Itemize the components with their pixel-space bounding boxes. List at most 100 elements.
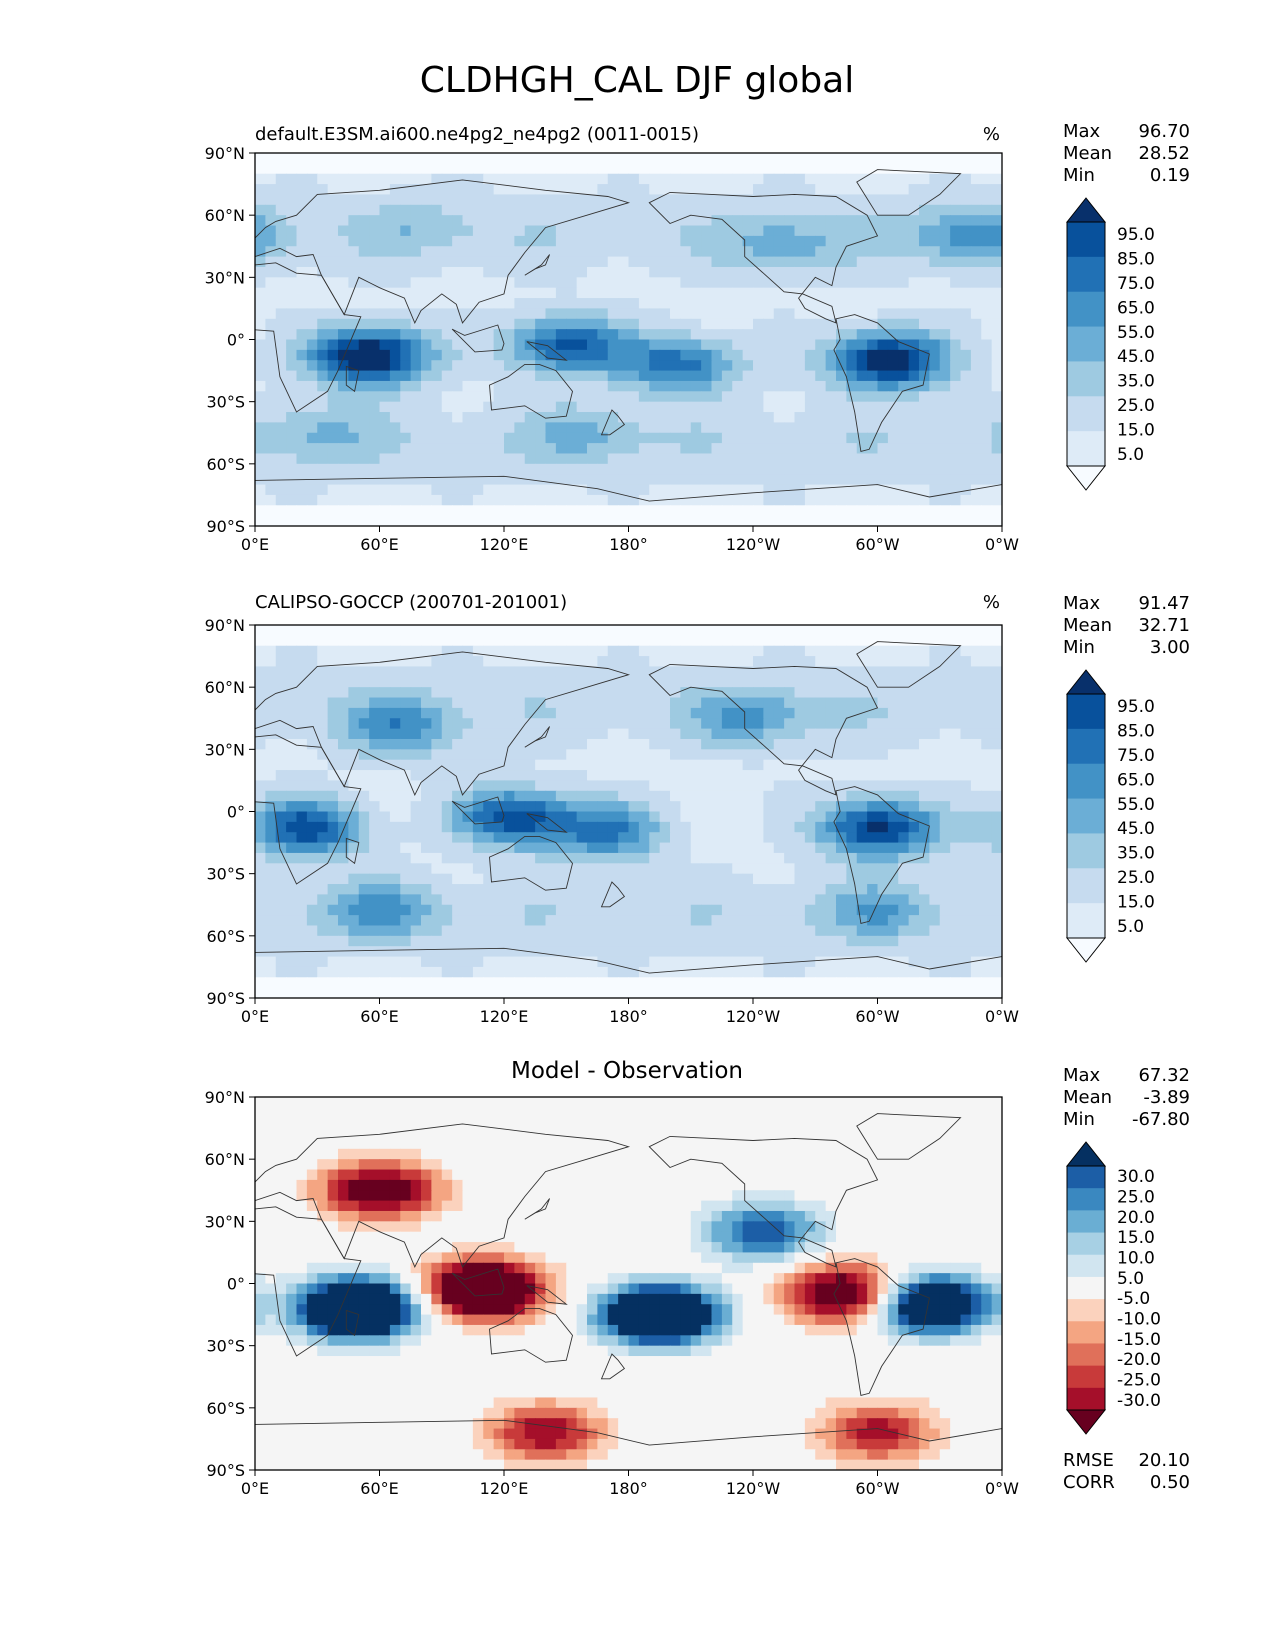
field-cell bbox=[618, 656, 630, 668]
field-cell bbox=[587, 277, 598, 289]
field-cell bbox=[462, 625, 474, 636]
colorbar-model: 95.085.075.065.055.045.035.025.015.05.0 bbox=[1065, 197, 1155, 491]
field-cell bbox=[317, 821, 329, 833]
field-cell bbox=[939, 298, 951, 310]
field-cell bbox=[597, 697, 609, 709]
field-cell bbox=[389, 349, 401, 361]
field-cell bbox=[711, 515, 723, 526]
field-cell bbox=[836, 463, 847, 475]
field-cell bbox=[317, 401, 329, 413]
field-cell bbox=[638, 935, 650, 947]
field-cell bbox=[607, 401, 619, 413]
field-cell bbox=[649, 925, 661, 937]
field-cell bbox=[431, 453, 443, 465]
field-cell bbox=[472, 656, 484, 668]
field-cell bbox=[836, 635, 847, 647]
field-cell bbox=[410, 360, 422, 372]
field-cell bbox=[400, 256, 412, 268]
field-cell bbox=[587, 842, 598, 854]
field-cell bbox=[327, 432, 339, 444]
field-cell bbox=[618, 256, 630, 268]
field-cell bbox=[680, 412, 692, 423]
field-cell bbox=[327, 625, 339, 636]
field-cell bbox=[327, 194, 339, 206]
field-cell bbox=[701, 863, 713, 875]
field-cell bbox=[597, 515, 609, 526]
field-cell bbox=[327, 956, 339, 968]
field-cell bbox=[369, 246, 381, 258]
field-cell bbox=[804, 184, 816, 196]
field-cell bbox=[960, 687, 972, 699]
field-cell bbox=[618, 163, 630, 175]
field-cell bbox=[659, 707, 671, 719]
field-cell bbox=[732, 935, 744, 947]
field-cell bbox=[421, 811, 432, 823]
field-cell bbox=[275, 821, 287, 833]
field-cell bbox=[566, 484, 578, 496]
field-cell bbox=[721, 505, 733, 517]
field-cell bbox=[877, 422, 889, 434]
field-cell bbox=[587, 863, 598, 875]
field-cell bbox=[493, 153, 505, 164]
field-cell bbox=[846, 443, 858, 455]
field-cell bbox=[431, 318, 443, 330]
field-cell bbox=[358, 432, 370, 444]
field-cell bbox=[389, 329, 401, 341]
field-cell bbox=[607, 204, 619, 216]
field-cell bbox=[514, 443, 526, 455]
field-cell bbox=[690, 412, 702, 423]
field-cell bbox=[815, 832, 827, 844]
field-cell bbox=[483, 194, 495, 206]
field-cell bbox=[348, 308, 360, 320]
field-cell bbox=[991, 697, 1002, 709]
field-cell bbox=[265, 873, 277, 885]
field-cell bbox=[908, 925, 920, 937]
field-cell bbox=[753, 832, 764, 844]
field-cell bbox=[379, 287, 391, 299]
field-cell bbox=[275, 287, 287, 299]
field-cell bbox=[701, 821, 713, 833]
field-cell bbox=[732, 380, 744, 392]
field-cell bbox=[711, 687, 723, 699]
field-cell bbox=[773, 194, 785, 206]
field-cell bbox=[597, 790, 609, 802]
field-cell bbox=[545, 935, 557, 947]
field-cell bbox=[919, 852, 930, 864]
field-cell bbox=[576, 360, 588, 372]
field-cell bbox=[400, 956, 412, 968]
field-cell bbox=[504, 256, 515, 268]
field-cell bbox=[275, 422, 287, 434]
field-cell bbox=[991, 770, 1002, 782]
field-cell bbox=[587, 811, 598, 823]
field-cell bbox=[317, 308, 329, 320]
field-cell bbox=[753, 339, 764, 351]
field-cell bbox=[659, 925, 671, 937]
field-cell bbox=[493, 852, 505, 864]
field-cell bbox=[369, 770, 381, 782]
field-cell bbox=[358, 318, 370, 330]
field-cell bbox=[628, 380, 640, 392]
field-cell bbox=[680, 832, 692, 844]
field-cell bbox=[970, 163, 982, 175]
field-cell bbox=[400, 266, 412, 278]
field-cell bbox=[327, 412, 339, 423]
field-cell bbox=[296, 163, 308, 175]
field-cell bbox=[504, 318, 515, 330]
field-cell bbox=[452, 277, 464, 289]
field-cell bbox=[742, 225, 754, 237]
field-cell bbox=[618, 697, 630, 709]
field-cell bbox=[721, 656, 733, 668]
field-cell bbox=[991, 453, 1002, 465]
field-cell bbox=[659, 298, 671, 310]
field-cell bbox=[628, 697, 640, 709]
field-cell bbox=[545, 246, 557, 258]
field-cell bbox=[721, 349, 733, 361]
field-cell bbox=[286, 832, 298, 844]
field-cell bbox=[670, 349, 681, 361]
field-cell bbox=[742, 687, 754, 699]
field-cell bbox=[742, 697, 754, 709]
field-cell bbox=[701, 770, 713, 782]
field-cell bbox=[379, 298, 391, 310]
field-cell bbox=[555, 432, 567, 444]
field-cell bbox=[255, 687, 266, 699]
